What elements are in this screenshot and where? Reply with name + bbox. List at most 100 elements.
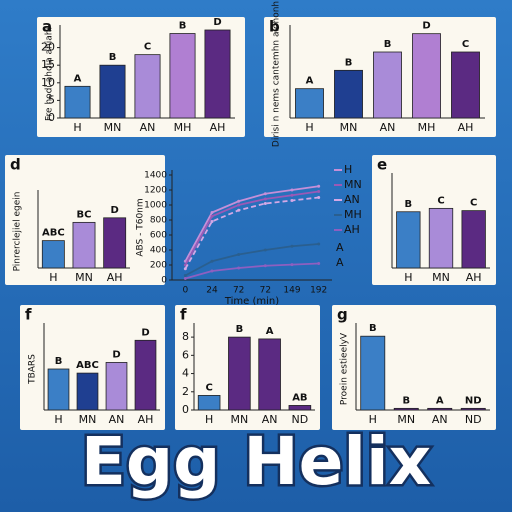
- point: [210, 214, 214, 218]
- significance-letter: B: [384, 39, 392, 50]
- panel-label: a: [42, 18, 52, 36]
- legend-label: MH: [344, 208, 362, 221]
- x-tick-label: AN: [140, 121, 156, 134]
- y-tick-label: 6: [182, 348, 189, 361]
- bar: [64, 85, 91, 119]
- x-tick-label: MN: [432, 271, 450, 284]
- bar: [427, 407, 453, 411]
- point: [237, 203, 241, 207]
- y-tick-label: 1200: [144, 186, 167, 196]
- y-axis-label: ABS - T60nm: [136, 198, 146, 256]
- point: [290, 193, 294, 197]
- y-tick-label: 15: [41, 58, 55, 71]
- x-tick-label: AN: [432, 413, 448, 426]
- significance-letter: ABC: [76, 360, 99, 371]
- y-axis-label: Proein estieelyV: [340, 332, 350, 405]
- significance-letter: D: [422, 21, 430, 32]
- x-tick-label: AH: [466, 271, 482, 284]
- panel-label: f: [180, 306, 187, 324]
- point: [317, 196, 321, 199]
- x-tick-label: H: [205, 413, 213, 426]
- y-tick-label: 5: [48, 93, 55, 106]
- y-axis-label: TBARS: [28, 354, 38, 385]
- bar: [105, 362, 128, 411]
- y-tick-label: 8: [182, 330, 189, 343]
- line: [184, 243, 319, 277]
- significance-letter: C: [205, 382, 212, 393]
- y-tick-label: 1400: [144, 171, 167, 181]
- y-tick-label: 2: [182, 385, 189, 398]
- y-tick-label: 0: [182, 403, 189, 416]
- x-tick-label: AN: [380, 121, 396, 134]
- bar: [134, 339, 157, 411]
- significance-letter: A: [306, 76, 314, 87]
- bar: [228, 336, 251, 411]
- panel-label: d: [10, 156, 21, 174]
- bar: [204, 29, 231, 119]
- point: [263, 202, 267, 205]
- significance-letter: A: [74, 73, 82, 84]
- significance-letter: C: [437, 195, 444, 206]
- x-tick-label: 0: [182, 286, 188, 296]
- significance-letter: D: [141, 327, 149, 338]
- point: [290, 244, 294, 248]
- bar: [258, 338, 281, 411]
- x-tick-label: AN: [262, 413, 278, 426]
- x-tick-label: MN: [75, 271, 93, 284]
- y-tick-label: 600: [150, 231, 167, 241]
- significance-letter: B: [402, 395, 410, 406]
- x-tick-label: AN: [109, 413, 125, 426]
- significance-letter: B: [405, 199, 413, 210]
- point: [237, 199, 241, 203]
- significance-letter: A: [436, 395, 444, 406]
- y-tick-label: 400: [150, 246, 167, 256]
- point: [317, 190, 321, 193]
- x-axis-label: Time (min): [224, 296, 279, 307]
- x-tick-label: MH: [174, 121, 192, 134]
- bar: [72, 221, 96, 269]
- bar: [373, 51, 402, 119]
- panel-label: f: [25, 306, 32, 324]
- bar: [360, 335, 386, 411]
- x-tick-label: AH: [210, 121, 226, 134]
- x-tick-label: 149: [283, 286, 300, 296]
- significance-letter: D: [112, 349, 120, 360]
- point: [210, 269, 214, 273]
- bar: [288, 405, 312, 411]
- significance-letter: ABC: [42, 228, 65, 239]
- x-tick-label: H: [404, 271, 412, 284]
- point: [290, 188, 294, 192]
- significance-letter: AB: [292, 392, 307, 403]
- x-tick-label: H: [305, 121, 313, 134]
- significance-letter: ND: [465, 395, 482, 406]
- bar: [334, 69, 363, 119]
- x-tick-label: 192: [310, 286, 327, 296]
- line: [185, 262, 319, 280]
- point: [183, 277, 187, 280]
- point: [317, 184, 321, 188]
- y-tick-label: 200: [150, 261, 167, 271]
- bar: [47, 368, 70, 411]
- bar: [428, 207, 454, 269]
- y-tick-label: 800: [150, 216, 167, 226]
- significance-letter: B: [55, 356, 63, 367]
- significance-letter: D: [213, 17, 221, 28]
- panel-label: g: [337, 306, 348, 324]
- panel-box: [332, 305, 496, 430]
- y-axis-label: Fre hodi ahdia ahiahi: [45, 27, 55, 121]
- y-tick-label: 10: [41, 76, 55, 89]
- bar: [169, 33, 196, 119]
- panel-label: e: [377, 156, 387, 174]
- x-tick-label: MN: [79, 413, 97, 426]
- bar: [197, 395, 221, 411]
- x-tick-label: AH: [138, 413, 154, 426]
- legend-label: AN: [344, 193, 360, 206]
- y-tick-label: 1000: [144, 201, 167, 211]
- point: [317, 262, 321, 265]
- point: [263, 192, 267, 196]
- x-tick-label: 72: [260, 286, 271, 296]
- x-tick-label: H: [49, 271, 57, 284]
- annotation: A: [336, 256, 344, 269]
